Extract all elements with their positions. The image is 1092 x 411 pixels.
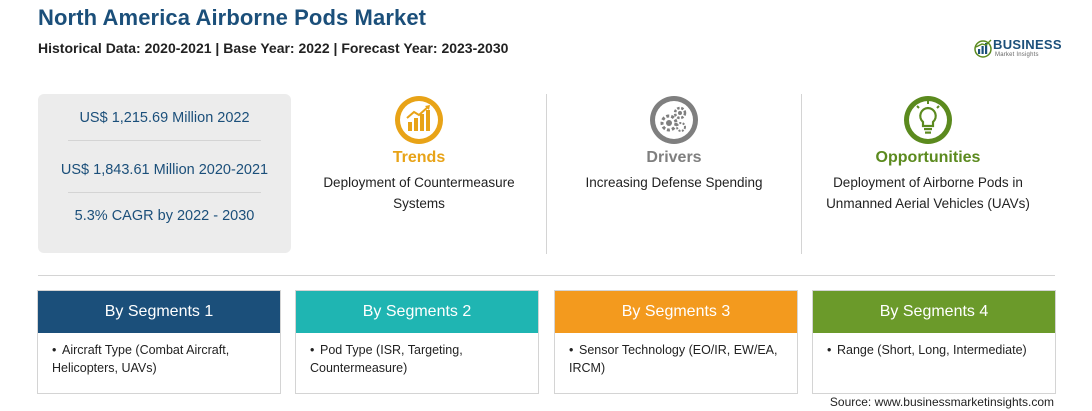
segment-card-3: By Segments 3 • Sensor Technology (EO/IR,… xyxy=(554,290,798,394)
stat-divider xyxy=(68,140,261,141)
segment-heading: By Segments 4 xyxy=(813,291,1055,333)
logo-subword: Market Insights xyxy=(995,52,1039,58)
segment-heading: By Segments 2 xyxy=(296,291,538,333)
segment-list-item: • Range (Short, Long, Intermediate) xyxy=(813,333,1055,359)
bullet-icon: • xyxy=(52,343,57,357)
page-subtitle: Historical Data: 2020-2021 | Base Year: … xyxy=(38,40,509,56)
stat-divider xyxy=(68,192,261,193)
trends-text: Deployment of Countermeasure Systems xyxy=(323,175,515,211)
trends-column: Trends Deployment of Countermeasure Syst… xyxy=(294,94,544,214)
logo-word: BUSINESS xyxy=(993,37,1062,52)
business-market-insights-logo: BUSINESS Market Insights xyxy=(973,36,1063,62)
segment-card-1: By Segments 1 • Aircraft Type (Combat Air… xyxy=(37,290,281,394)
drivers-heading: Drivers xyxy=(646,149,702,166)
segment-text: Pod Type (ISR, Targeting, Countermeasure… xyxy=(310,343,463,375)
drivers-column: Drivers Increasing Defense Spending xyxy=(549,94,799,193)
segment-heading: By Segments 3 xyxy=(555,291,797,333)
segment-list-item: • Pod Type (ISR, Targeting, Countermeasur… xyxy=(296,333,538,377)
segment-list-item: • Sensor Technology (EO/IR, EW/EA, IRCM) xyxy=(555,333,797,377)
segment-list-item: • Aircraft Type (Combat Aircraft, Helicop… xyxy=(38,333,280,377)
source-credit: Source: www.businessmarketinsights.com xyxy=(829,395,1054,409)
opportunities-heading: Opportunities xyxy=(875,149,981,166)
section-divider xyxy=(38,275,1055,276)
segment-card-2: By Segments 2 • Pod Type (ISR, Targeting,… xyxy=(295,290,539,394)
stat-market-size-historical: US$ 1,843.61 Million 2020-2021 xyxy=(60,162,269,178)
drivers-text: Increasing Defense Spending xyxy=(585,175,763,190)
column-divider xyxy=(801,94,802,254)
stat-cagr: 5.3% CAGR by 2022 - 2030 xyxy=(74,208,255,224)
bullet-icon: • xyxy=(827,343,832,357)
chart-icon xyxy=(395,96,443,144)
bullet-icon: • xyxy=(569,343,574,357)
segment-heading: By Segments 1 xyxy=(38,291,280,333)
logo-globe-icon xyxy=(974,39,992,58)
stat-market-size-2022: US$ 1,215.69 Million 2022 xyxy=(79,110,250,126)
segment-text: Sensor Technology (EO/IR, EW/EA, IRCM) xyxy=(569,343,778,375)
stats-panel: US$ 1,215.69 Million 2022 US$ 1,843.61 M… xyxy=(38,94,291,253)
trends-heading: Trends xyxy=(392,149,446,166)
segment-card-4: By Segments 4 • Range (Short, Long, Inter… xyxy=(812,290,1056,394)
page-title: North America Airborne Pods Market xyxy=(38,5,427,30)
bullet-icon: • xyxy=(310,343,315,357)
opportunities-column: Opportunities Deployment of Airborne Pod… xyxy=(803,94,1053,214)
gears-icon xyxy=(650,96,698,144)
opportunities-text: Deployment of Airborne Pods in Unmanned … xyxy=(826,175,1030,211)
segment-text: Aircraft Type (Combat Aircraft, Helicopt… xyxy=(52,343,230,375)
segment-text: Range (Short, Long, Intermediate) xyxy=(837,343,1027,357)
bulb-icon xyxy=(904,96,952,144)
column-divider xyxy=(546,94,547,254)
